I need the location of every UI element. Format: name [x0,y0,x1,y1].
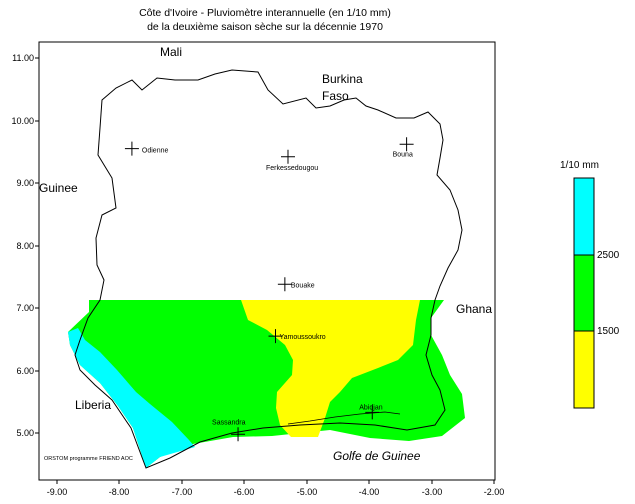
legend [573,177,595,409]
map-title-line1: Côte d'Ivoire - Pluviomètre interannuell… [139,7,391,19]
x-tick-label: -2.00 [484,487,505,497]
x-axis: -9.00 -8.00 -7.00 -6.00 -5.00 -4.00 -3.0… [47,480,505,497]
y-axis: 11.00 10.00 9.00 8.00 7.00 6.00 5.00 [11,53,39,438]
map-frame [38,41,496,481]
city-marker: Odienne [124,141,169,156]
legend-frame [573,177,595,409]
y-tick-label: 9.00 [16,178,34,188]
label-faso: Faso [322,89,349,103]
label-golfe: Golfe de Guinee [333,449,421,463]
zone-cyan-west [68,328,195,468]
city-label: Ferkessedougou [266,165,318,172]
legend-break-low: 1500 [597,326,620,337]
x-tick-label: -7.00 [172,487,193,497]
x-tick-label: -4.00 [359,487,380,497]
x-tick-label: -9.00 [47,487,68,497]
city-marker: Ferkessedougou [266,149,318,172]
label-guinee: Guinee [39,181,78,195]
y-tick-label: 10.00 [11,116,34,126]
country-outline [74,69,463,469]
legend-swatch-high [574,178,594,255]
city-marker: Yamoussoukro [268,329,326,344]
legend-break-high: 2500 [597,250,620,261]
y-tick-label: 7.00 [16,303,34,313]
city-marker: Bouna [393,137,414,158]
label-mali: Mali [160,45,183,59]
zone-yellow [241,300,420,437]
credit-text: ORSTOM programme FRIEND AOC [44,456,133,462]
map-title-line2: de la deuxième saison sèche sur la décen… [147,21,383,33]
x-tick-label: -3.00 [422,487,443,497]
label-liberia: Liberia [75,398,112,412]
legend-swatch-low [574,331,594,408]
label-ghana: Ghana [456,302,493,316]
rainfall-zones [68,300,465,468]
label-burkina: Burkina [322,72,363,86]
city-marker: Bouake [277,277,315,292]
city-markers: Odienne Ferkessedougou Bouna Bouake Yamousso… [124,137,414,442]
city-marker: Abidjan [359,404,383,420]
legend-swatch-mid [574,255,594,331]
x-tick-label: -8.00 [109,487,130,497]
x-tick-label: -6.00 [234,487,255,497]
city-label: Bouake [291,282,315,289]
lagoon-line [287,411,401,425]
city-label: Abidjan [359,404,382,411]
city-marker: Sassandra [212,419,246,442]
city-label: Odienne [142,148,169,155]
city-label: Sassandra [212,419,246,426]
city-label: Yamoussoukro [280,334,326,341]
city-label: Bouna [393,151,413,158]
y-tick-label: 8.00 [16,241,34,251]
x-tick-label: -5.00 [297,487,318,497]
y-tick-label: 11.00 [12,53,34,63]
legend-title: 1/10 mm [560,160,599,171]
y-tick-label: 6.00 [16,366,34,376]
y-tick-label: 5.00 [16,428,34,438]
